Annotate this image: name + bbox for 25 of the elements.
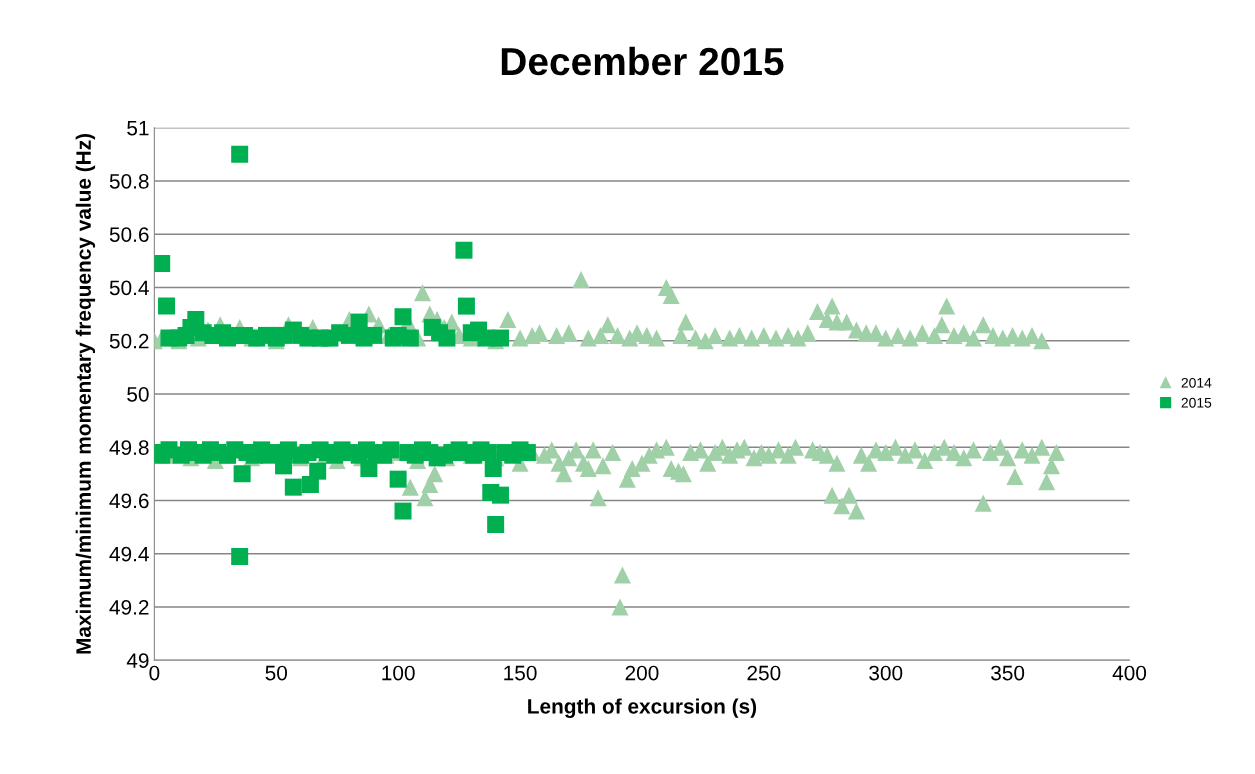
- x-tick-label: 300: [869, 665, 903, 681]
- y-tick-label: 49.4: [109, 546, 149, 562]
- y-tick-label: 50.4: [109, 280, 149, 296]
- y-tick-label: 51: [127, 120, 149, 136]
- x-tick-label: 400: [1112, 665, 1147, 681]
- x-tick-label: 250: [747, 665, 781, 681]
- y-tick-label: 49.8: [109, 440, 149, 455]
- x-axis-title: Length of excursion (s): [528, 698, 757, 718]
- x-tick-label: 350: [991, 665, 1025, 681]
- x-tick-label: 50: [265, 665, 288, 681]
- y-tick-label: 50.8: [109, 173, 149, 189]
- y-tick-label: 50.6: [109, 227, 149, 242]
- y-tick-label: 49.6: [109, 493, 149, 509]
- y-tick-label: 50.2: [109, 333, 149, 349]
- x-tick-label: 0: [149, 665, 160, 681]
- y-tick-label: 50: [127, 386, 149, 402]
- x-tick-label: 100: [382, 665, 415, 681]
- y-tick-label: 49: [126, 653, 149, 668]
- legend-label: 2014: [1181, 377, 1212, 388]
- legend-label: 2015: [1181, 397, 1212, 408]
- y-tick-label: 49.2: [109, 599, 149, 615]
- y-axis-title: Maximum/minimum momentary frequency value (Hz): [75, 133, 96, 654]
- chart-title: December 2015: [501, 46, 784, 76]
- x-tick-label: 200: [625, 665, 659, 681]
- x-tick-label: 150: [504, 665, 537, 681]
